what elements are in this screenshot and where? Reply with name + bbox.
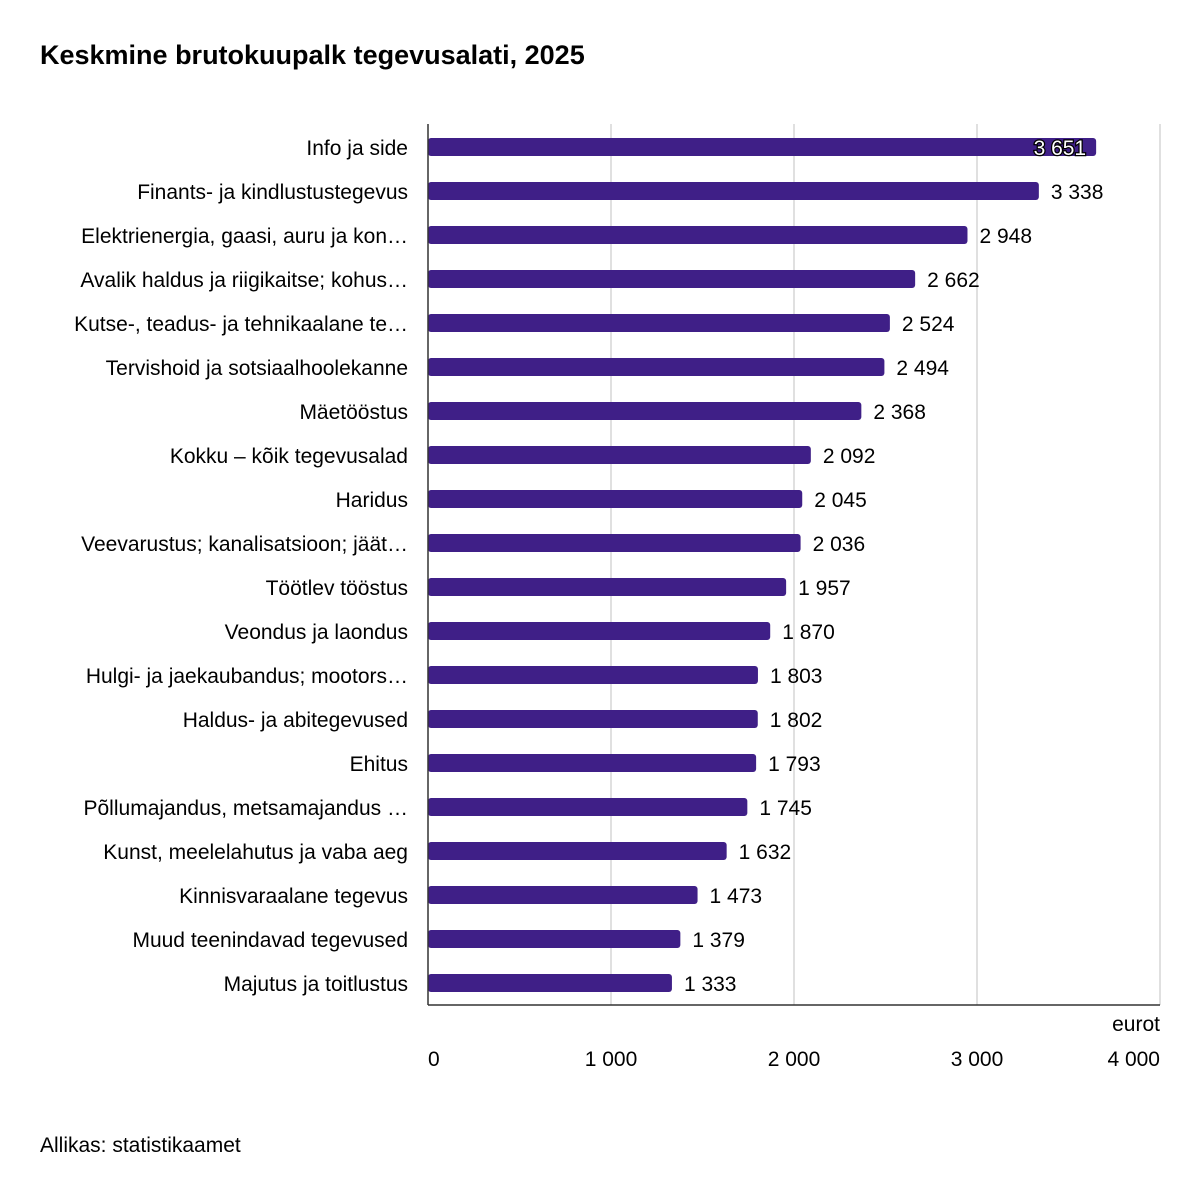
gridlines <box>610 124 1161 1005</box>
value-label: 1 802 <box>770 709 823 732</box>
bar <box>428 534 801 552</box>
bar <box>428 226 968 244</box>
category-label: Kutse-, teadus- ja tehnikaalane te… <box>74 313 408 336</box>
category-label: Muud teenindavad tegevused <box>132 929 408 952</box>
value-label: 1 473 <box>710 885 763 908</box>
value-label: 2 368 <box>873 401 926 424</box>
value-label: 1 793 <box>768 753 821 776</box>
value-label: 1 957 <box>798 577 851 600</box>
category-label: Haridus <box>336 489 408 512</box>
value-labels: 3 651 3 338 2 948 2 662 2 524 2 494 2 368 2 092… <box>684 136 1104 996</box>
x-axis: eurot 0 1 000 2 000 3 000 4 000 <box>427 124 1160 1071</box>
category-label: Veevarustus; kanalisatsioon; jäät… <box>81 533 408 556</box>
category-label: Töötlev tööstus <box>266 577 408 600</box>
bar <box>428 270 916 288</box>
chart-title: Keskmine brutokuupalk tegevusalati, 2025 <box>40 40 585 70</box>
category-label: Finants- ja kindlustustegevus <box>137 181 408 204</box>
bar <box>428 182 1039 200</box>
category-label: Avalik haldus ja riigikaitse; kohus… <box>80 269 408 292</box>
bar <box>428 710 758 728</box>
category-label: Ehitus <box>350 753 408 776</box>
value-label: 1 632 <box>739 841 792 864</box>
value-label: 2 494 <box>896 357 949 380</box>
bar <box>428 138 1097 156</box>
value-label: 2 662 <box>927 269 980 292</box>
value-label: 2 092 <box>823 445 876 468</box>
bars <box>428 138 1097 992</box>
value-label: 2 036 <box>813 533 866 556</box>
category-label: Majutus ja toitlustus <box>224 973 408 996</box>
tick-label: 2 000 <box>768 1048 821 1071</box>
x-axis-title: eurot <box>1112 1013 1160 1036</box>
category-label: Hulgi- ja jaekaubandus; mootors… <box>86 665 408 688</box>
value-label: 1 870 <box>782 621 835 644</box>
category-label: Elektrienergia, gaasi, auru ja kon… <box>81 225 408 248</box>
bar <box>428 666 758 684</box>
value-label: 1 745 <box>759 797 812 820</box>
category-label: Info ja side <box>306 137 408 160</box>
value-label: 3 651 <box>1034 137 1087 160</box>
value-label: 1 333 <box>684 973 737 996</box>
source-note: Allikas: statistikaamet <box>40 1134 241 1157</box>
value-label: 2 948 <box>979 225 1032 248</box>
bar <box>428 622 771 640</box>
bar <box>428 754 757 772</box>
bar <box>428 886 698 904</box>
bar-chart: Info ja side Finants- ja kindlustustegevu… <box>74 124 1161 1071</box>
category-label: Tervishoid ja sotsiaalhoolekanne <box>106 357 408 380</box>
category-label: Kinnisvaraalane tegevus <box>179 885 408 908</box>
category-label: Kokku – kõik tegevusalad <box>170 445 408 468</box>
bar <box>428 842 727 860</box>
bar <box>428 798 748 816</box>
tick-label: 4 000 <box>1107 1048 1160 1071</box>
category-label: Veondus ja laondus <box>225 621 408 644</box>
tick-label: 0 <box>428 1048 440 1071</box>
tick-label: 1 000 <box>585 1048 638 1071</box>
value-label: 2 045 <box>814 489 867 512</box>
category-labels: Info ja side Finants- ja kindlustustegevu… <box>74 137 408 996</box>
category-label: Mäetööstus <box>299 401 408 424</box>
value-label: 2 524 <box>902 313 955 336</box>
bar <box>428 490 803 508</box>
category-label: Põllumajandus, metsamajandus … <box>84 797 409 820</box>
category-label: Haldus- ja abitegevused <box>183 709 408 732</box>
bar <box>428 578 787 596</box>
tick-label: 3 000 <box>951 1048 1004 1071</box>
value-label: 1 803 <box>770 665 823 688</box>
value-label: 1 379 <box>692 929 745 952</box>
bar <box>428 446 811 464</box>
bar <box>428 974 672 992</box>
bar <box>428 358 885 376</box>
bar <box>428 930 681 948</box>
bar <box>428 402 862 420</box>
category-label: Kunst, meelelahutus ja vaba aeg <box>103 841 408 864</box>
value-label: 3 338 <box>1051 181 1104 204</box>
bar <box>428 314 890 332</box>
